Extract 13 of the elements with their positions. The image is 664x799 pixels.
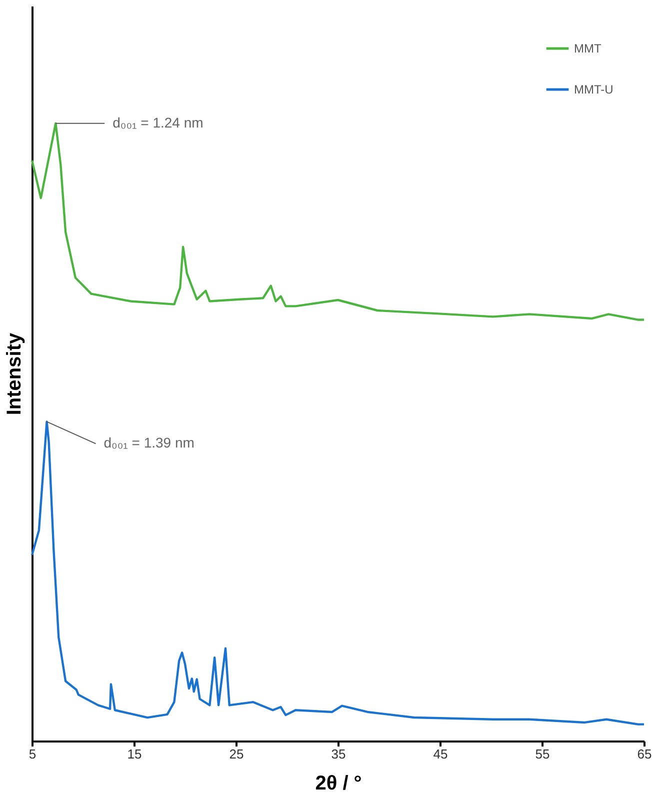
legend-label: MMT bbox=[574, 42, 602, 56]
y-axis-title: Intensity bbox=[4, 332, 26, 416]
x-tick-label: 55 bbox=[535, 746, 550, 762]
x-tick-label: 25 bbox=[229, 746, 244, 762]
x-tick-label: 65 bbox=[637, 746, 652, 762]
x-axis-title: 2θ / ° bbox=[315, 772, 362, 794]
x-tick-label: 35 bbox=[331, 746, 346, 762]
x-tick-label: 45 bbox=[433, 746, 448, 762]
legend-label: MMT-U bbox=[574, 82, 614, 96]
annotation: d₀₀₁ = 1.39 nm bbox=[104, 434, 194, 451]
x-tick-label: 5 bbox=[28, 746, 36, 762]
annotation: d₀₀₁ = 1.24 nm bbox=[112, 114, 204, 130]
x-tick-label: 15 bbox=[127, 746, 142, 762]
